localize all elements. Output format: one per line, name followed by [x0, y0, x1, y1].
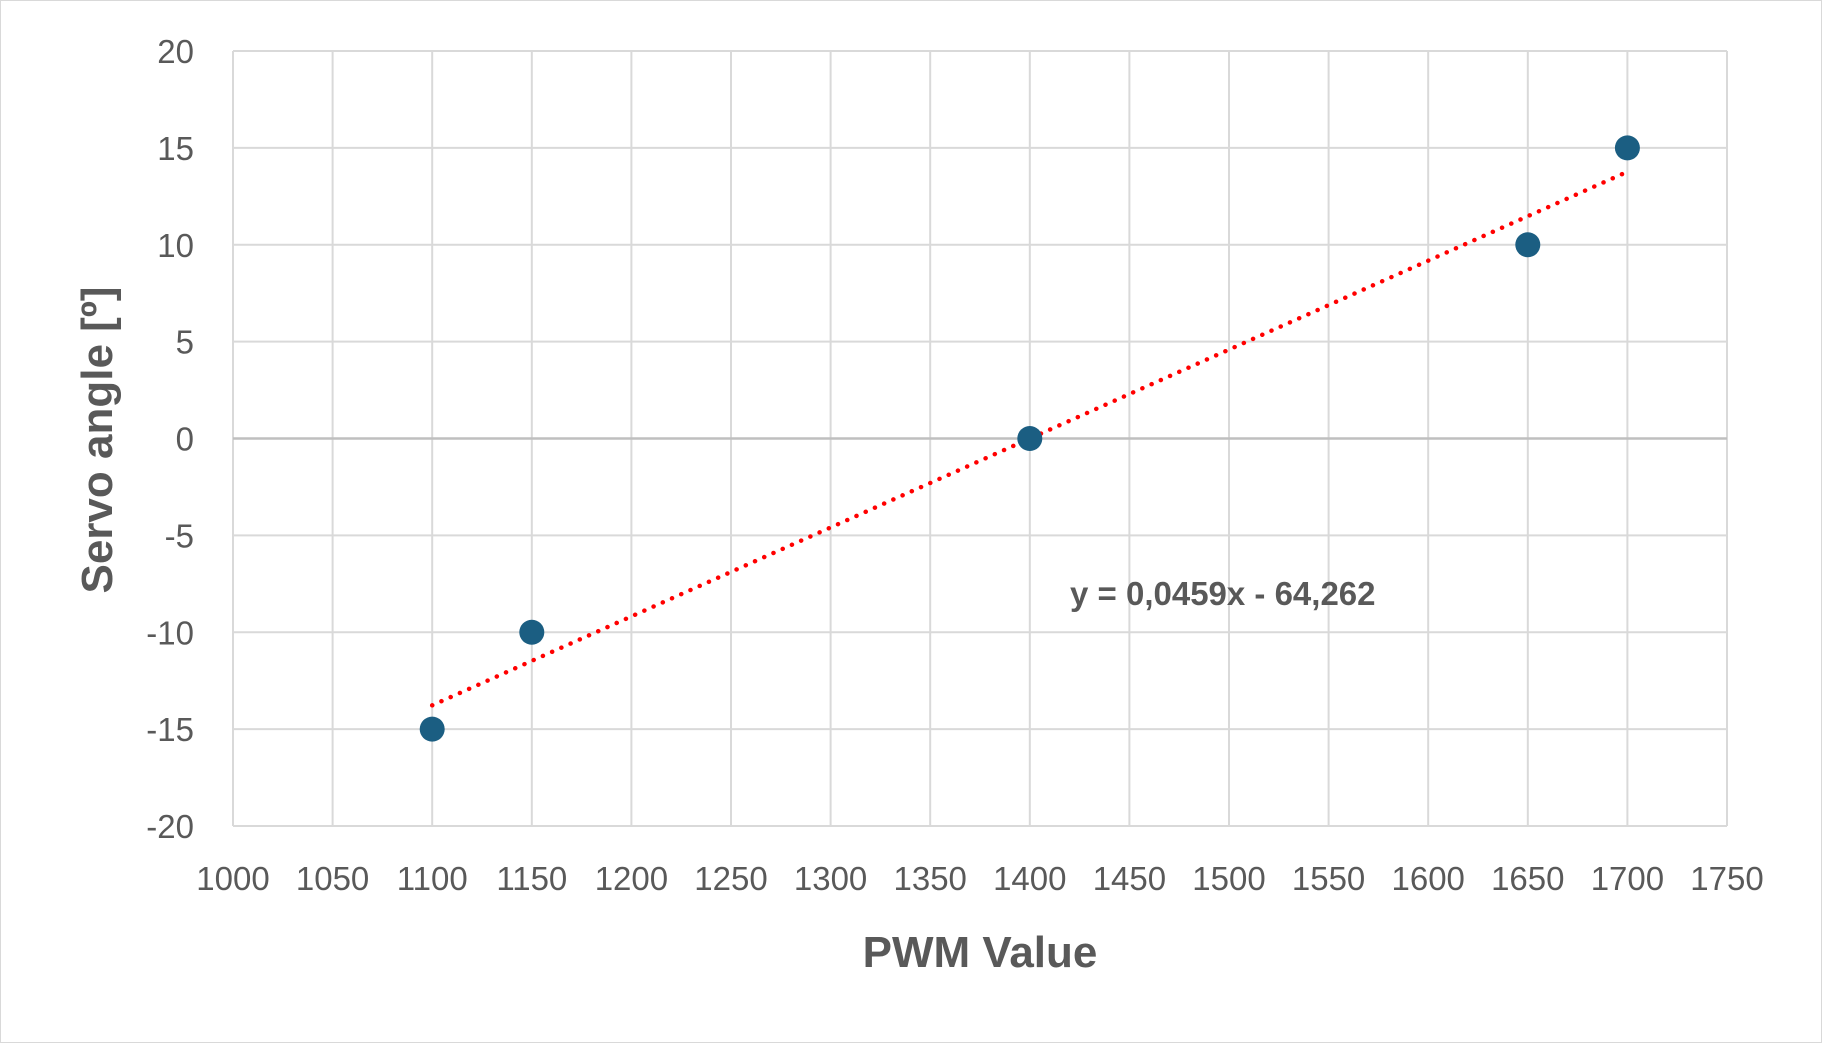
x-tick-label: 1450: [1093, 860, 1166, 897]
y-tick-labels: 20 15 10 5 0 -5 -10 -15 -20: [146, 33, 194, 845]
x-tick-label: 1050: [296, 860, 369, 897]
data-point: [419, 716, 445, 742]
y-tick-label: -15: [146, 711, 194, 748]
y-tick-label: 15: [157, 130, 194, 167]
x-tick-label: 1000: [196, 860, 269, 897]
data-points: [419, 135, 1640, 742]
data-point: [1515, 232, 1541, 258]
y-tick-label: -20: [146, 808, 194, 845]
y-tick-label: 5: [176, 324, 194, 361]
y-tick-label: 0: [176, 421, 194, 458]
y-tick-label: 10: [157, 227, 194, 264]
data-point: [1017, 426, 1043, 451]
data-point: [1614, 135, 1640, 161]
x-tick-label: 1200: [595, 860, 668, 897]
y-axis-title: Servo angle [º]: [73, 286, 122, 593]
trendline-equation: y = 0,0459x - 64,262: [1070, 575, 1376, 612]
x-tick-label: 1650: [1491, 860, 1564, 897]
y-tick-label: 20: [157, 33, 194, 70]
x-tick-label: 1400: [993, 860, 1066, 897]
x-tick-label: 1350: [893, 860, 966, 897]
x-tick-label: 1300: [794, 860, 867, 897]
x-tick-labels: 1000 1050 1100 1150 1200 1250 1300 1350 1400 1450…: [196, 860, 1763, 897]
x-tick-label: 1250: [694, 860, 767, 897]
x-tick-label: 1550: [1292, 860, 1365, 897]
y-tick-label: -10: [146, 614, 194, 651]
y-tick-label: -5: [165, 517, 194, 554]
data-point: [519, 619, 545, 645]
x-tick-label: 1700: [1591, 860, 1664, 897]
x-tick-label: 1100: [397, 860, 468, 897]
x-tick-label: 1600: [1391, 860, 1464, 897]
x-tick-label: 1150: [496, 860, 567, 897]
x-tick-label: 1750: [1690, 860, 1763, 897]
x-tick-label: 1500: [1192, 860, 1265, 897]
x-axis-title: PWM Value: [863, 928, 1098, 977]
